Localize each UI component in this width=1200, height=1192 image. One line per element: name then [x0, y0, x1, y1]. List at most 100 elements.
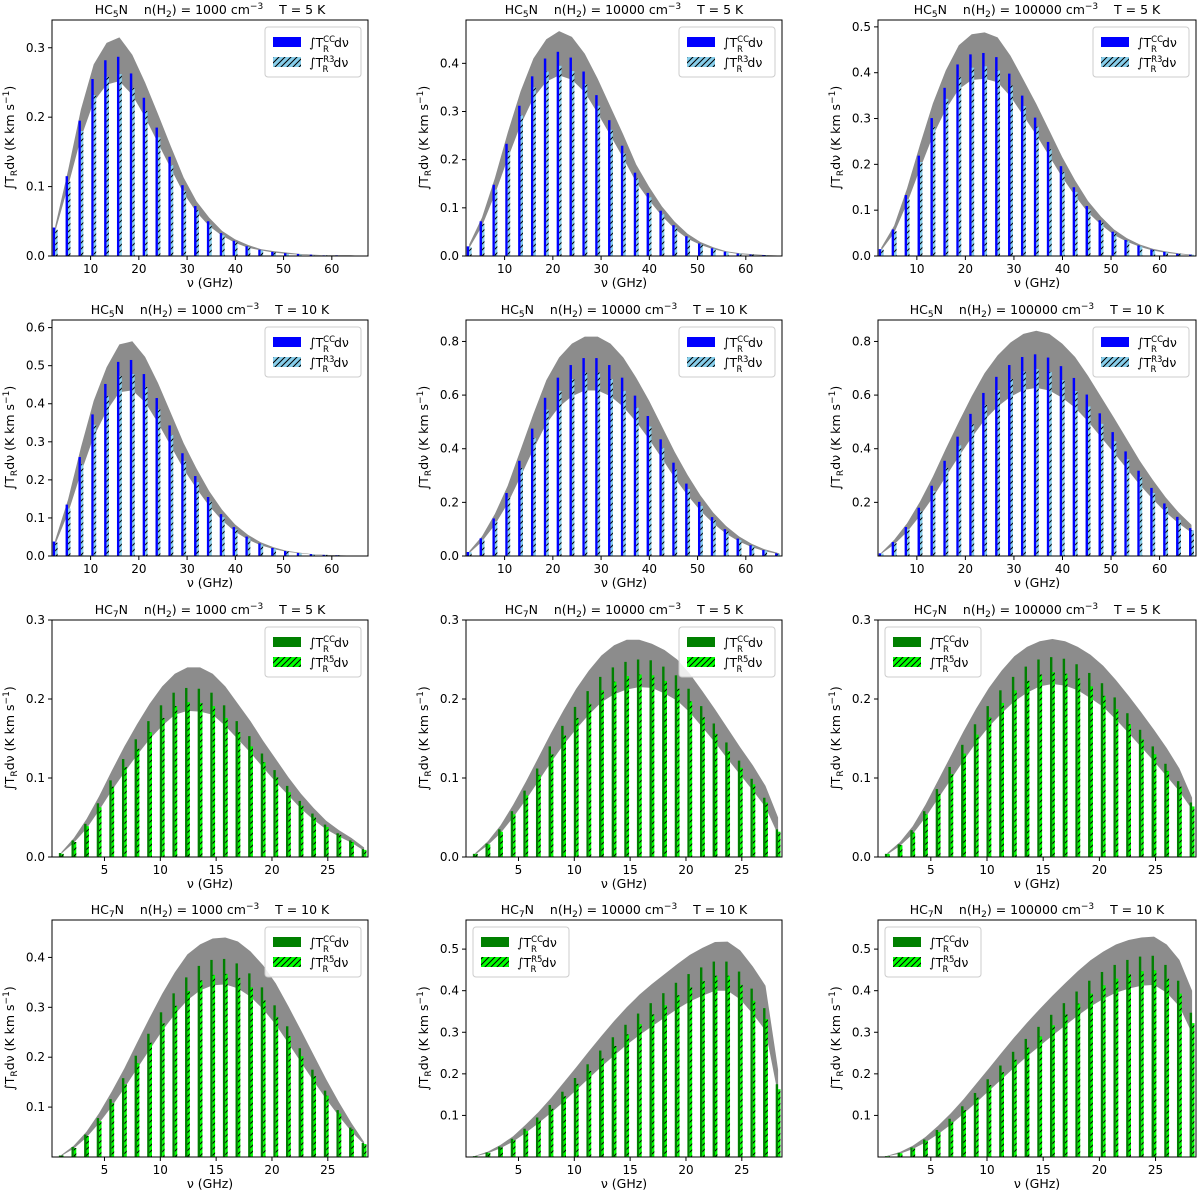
- x-tick-label: 25: [1148, 1163, 1163, 1177]
- bar-alt-hatch: [301, 1056, 304, 1157]
- x-tick-label: 50: [276, 562, 291, 576]
- bar-cc: [159, 1012, 163, 1157]
- y-tick-label: 0.5: [852, 20, 871, 34]
- bar-alt-hatch: [73, 841, 77, 857]
- bar-alt-hatch: [132, 374, 135, 556]
- bar-cc: [573, 1078, 577, 1157]
- bar-alt-hatch: [1027, 680, 1030, 857]
- bar-alt-hatch: [313, 1076, 317, 1157]
- bar-cc: [361, 1143, 365, 1157]
- bar-cc: [168, 425, 171, 556]
- bar-alt-hatch: [588, 703, 592, 857]
- x-tick-label: 60: [1152, 562, 1167, 576]
- bar-alt-hatch: [1139, 246, 1143, 256]
- bar-alt-hatch: [286, 551, 289, 556]
- y-tick-label: 0.3: [26, 41, 45, 55]
- bar-alt-hatch: [726, 252, 729, 256]
- bar-alt-hatch: [571, 71, 575, 256]
- panel-title: HC7N n(H2) = 100000 cm−3 T = 5 K: [914, 602, 1161, 620]
- bar-alt-hatch: [559, 65, 562, 256]
- bar-alt-hatch: [237, 732, 241, 857]
- x-tick-label: 15: [209, 1163, 224, 1177]
- bar-cc: [1059, 166, 1063, 256]
- bar-alt-hatch: [1103, 985, 1106, 1157]
- y-axis-label: ∫TRdν (K km s−1): [828, 686, 846, 790]
- x-tick-label: 50: [1103, 562, 1118, 576]
- y-tick-label: 0.0: [440, 249, 459, 263]
- bar-cc: [1046, 141, 1050, 256]
- bar-cc: [283, 253, 287, 256]
- bar-alt-hatch: [1100, 423, 1104, 556]
- bar-alt-hatch: [778, 1089, 781, 1157]
- bar-alt-hatch: [312, 554, 315, 556]
- bar-cc: [168, 156, 171, 256]
- x-tick-label: 5: [927, 863, 935, 877]
- bar-alt-hatch: [1052, 672, 1055, 857]
- bar-cc: [995, 57, 998, 256]
- plot-area: [58, 667, 367, 857]
- axes-frame: [465, 619, 783, 858]
- bar-cc: [510, 811, 514, 857]
- plot-area: [58, 937, 367, 1157]
- bar-alt-hatch: [313, 817, 317, 857]
- bar-cc: [58, 853, 62, 857]
- bar-cc: [687, 974, 690, 1157]
- x-tick-label: 60: [738, 562, 753, 576]
- bar-cc: [1049, 657, 1053, 857]
- bar-cc: [194, 206, 197, 256]
- bar-alt-hatch: [338, 834, 342, 857]
- bar-cc: [582, 71, 585, 256]
- bar-alt-hatch: [132, 88, 135, 256]
- bar-cc: [775, 553, 778, 556]
- bar-cc: [611, 667, 615, 857]
- bar-cc: [904, 527, 908, 556]
- bar-cc: [109, 1099, 112, 1157]
- y-tick-label: 0.8: [440, 334, 459, 348]
- bar-alt-hatch: [525, 795, 529, 857]
- bar-cc: [649, 660, 652, 857]
- y-tick-label: 0.6: [852, 388, 871, 402]
- bar-cc: [662, 666, 665, 857]
- x-tick-label: 15: [1036, 1163, 1051, 1177]
- bar-alt-hatch: [338, 1113, 342, 1157]
- bar-alt-hatch: [1010, 379, 1013, 556]
- bar-alt-hatch: [235, 529, 238, 556]
- y-tick-label: 0.4: [26, 397, 45, 411]
- bar-alt-hatch: [301, 805, 304, 857]
- bar-alt-hatch: [237, 977, 241, 1157]
- bar-alt-hatch: [286, 253, 289, 256]
- bar-alt-hatch: [170, 165, 174, 256]
- bar-cc: [1008, 365, 1011, 556]
- bar-cc: [611, 1037, 615, 1157]
- bar-alt-hatch: [1113, 441, 1117, 556]
- x-tick-label: 10: [497, 262, 512, 276]
- bar-cc: [535, 768, 539, 857]
- bar-alt-hatch: [99, 1121, 102, 1157]
- bar-cc: [672, 462, 675, 556]
- bar-alt-hatch: [677, 995, 680, 1157]
- bar-cc: [1163, 251, 1166, 256]
- bar-cc: [147, 1033, 150, 1157]
- bar-cc: [172, 993, 175, 1157]
- x-tick-label: 20: [958, 562, 973, 576]
- bar-alt-hatch: [263, 762, 266, 857]
- bar-alt-hatch: [988, 1085, 992, 1157]
- bar-alt-hatch: [1178, 519, 1181, 556]
- bar-cc: [1008, 73, 1011, 256]
- bar-alt-hatch: [938, 793, 941, 857]
- x-tick-label: 10: [497, 562, 512, 576]
- bar-cc: [1176, 253, 1179, 256]
- bar-cc: [222, 958, 226, 1157]
- bar-cc: [1189, 254, 1192, 256]
- legend-swatch-alt-hatch: [273, 657, 301, 667]
- y-tick-label: 0.0: [440, 549, 459, 563]
- bar-alt-hatch: [351, 841, 354, 857]
- chart-panel-5: 10 20 30 40 50 60 0.0 0.2 0.4 0.6 0.8 ν (GHz) ∫TRdν …: [416, 302, 783, 590]
- bar-alt-hatch: [1100, 222, 1104, 256]
- bar-alt-hatch: [111, 1103, 115, 1157]
- x-tick-label: 60: [324, 262, 339, 276]
- plot-area: [472, 639, 781, 857]
